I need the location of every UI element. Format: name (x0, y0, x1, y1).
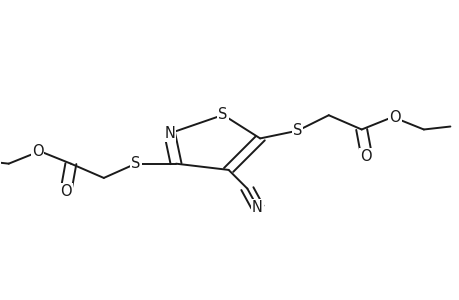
Text: S: S (292, 123, 302, 138)
Text: O: O (388, 110, 400, 124)
Text: O: O (32, 144, 43, 159)
Text: S: S (131, 156, 140, 171)
Text: N: N (252, 200, 262, 214)
Text: N: N (164, 126, 175, 141)
Text: O: O (61, 184, 72, 200)
Text: S: S (218, 107, 227, 122)
Text: O: O (360, 149, 371, 164)
